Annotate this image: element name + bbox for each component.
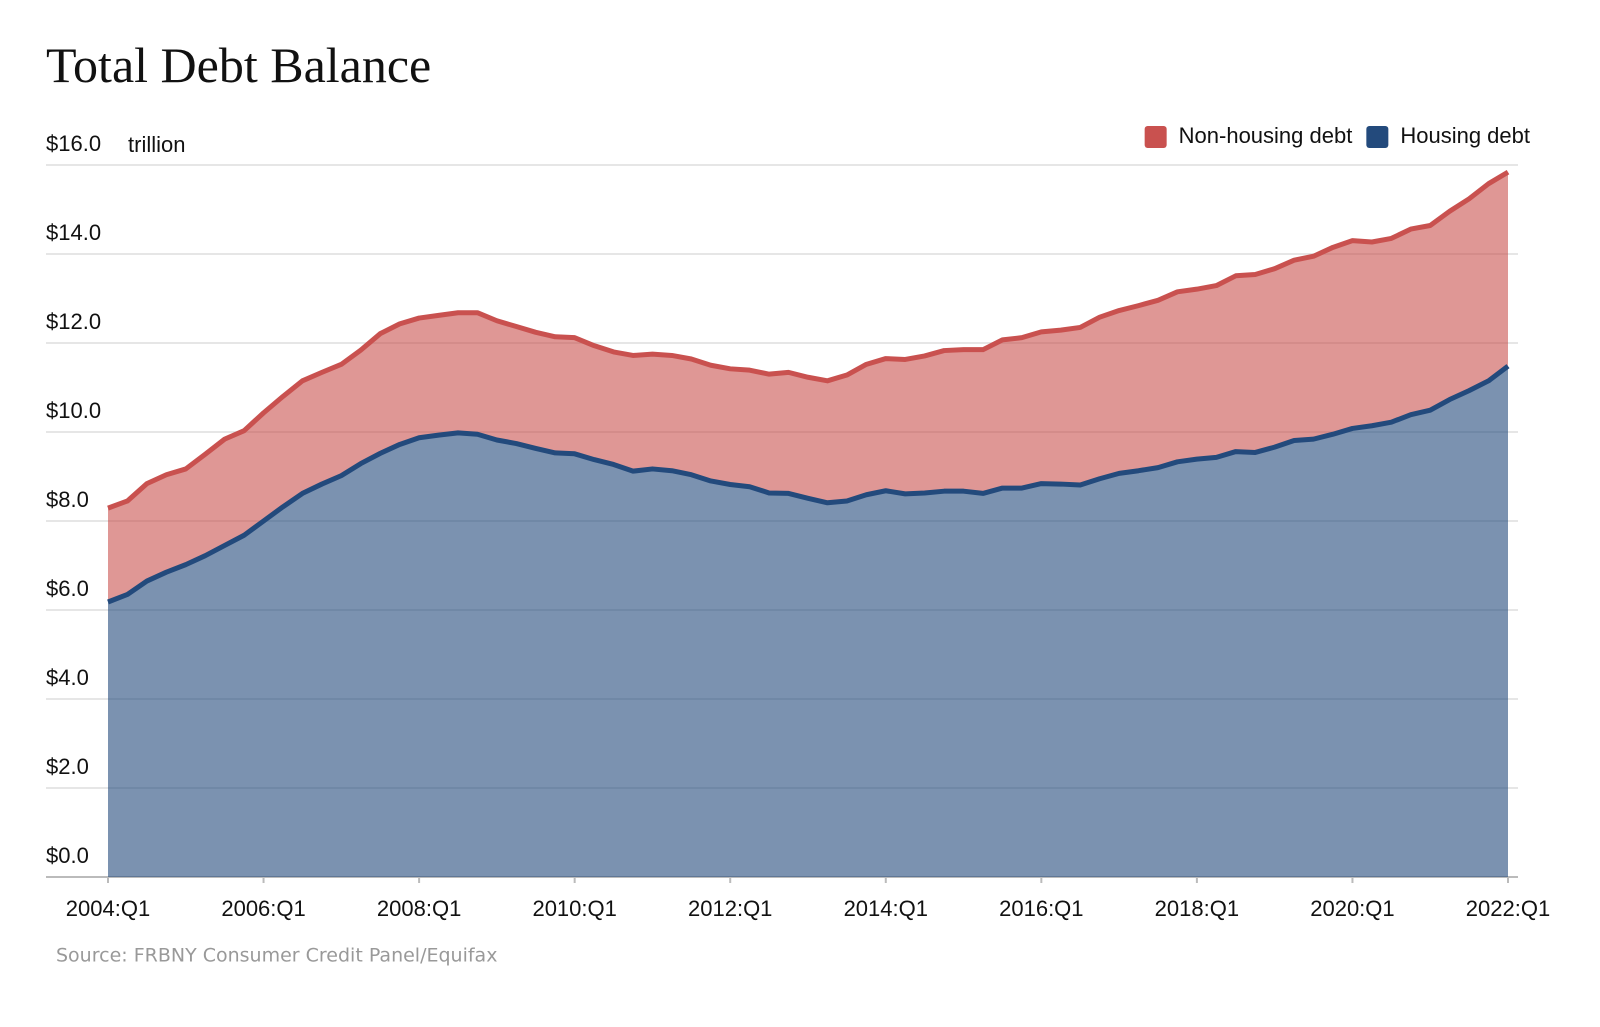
x-tick-label: 2008:Q1 [377, 896, 461, 921]
legend-label: Housing debt [1400, 123, 1530, 148]
chart-title: Total Debt Balance [46, 37, 431, 93]
y-tick-label: $2.0 [46, 754, 89, 779]
legend-swatch [1366, 126, 1389, 148]
y-tick-label: $10.0 [46, 398, 101, 423]
x-tick-label: 2012:Q1 [688, 896, 772, 921]
x-tick-label: 2006:Q1 [221, 896, 305, 921]
area [108, 172, 1508, 602]
x-tick-label: 2010:Q1 [532, 896, 616, 921]
y-unit: trillion [128, 132, 185, 157]
y-tick-label: $4.0 [46, 665, 89, 690]
x-tick-label: 2014:Q1 [844, 896, 928, 921]
line [107, 169, 1510, 511]
x-tick-label: 2004:Q1 [66, 896, 150, 921]
legend-label: Non-housing debt [1179, 123, 1353, 148]
x-tick-label: 2022:Q1 [1466, 896, 1550, 921]
x-tick-label: 2020:Q1 [1310, 896, 1394, 921]
source: Source: FRBNY Consumer Credit Panel/Equi… [56, 945, 497, 967]
x-tick-label: 2018:Q1 [1155, 896, 1239, 921]
y-tick-label: $8.0 [46, 487, 89, 512]
y-tick-label: $0.0 [46, 843, 89, 868]
legend-swatch [1144, 126, 1167, 148]
area [108, 366, 1508, 877]
line [107, 364, 1510, 605]
x-tick-label: 2016:Q1 [999, 896, 1083, 921]
y-tick-label: $14.0 [46, 220, 101, 245]
y-tick-label: $12.0 [46, 309, 101, 334]
y-tick-label: $16.0 [46, 131, 101, 156]
y-tick-label: $6.0 [46, 576, 89, 601]
